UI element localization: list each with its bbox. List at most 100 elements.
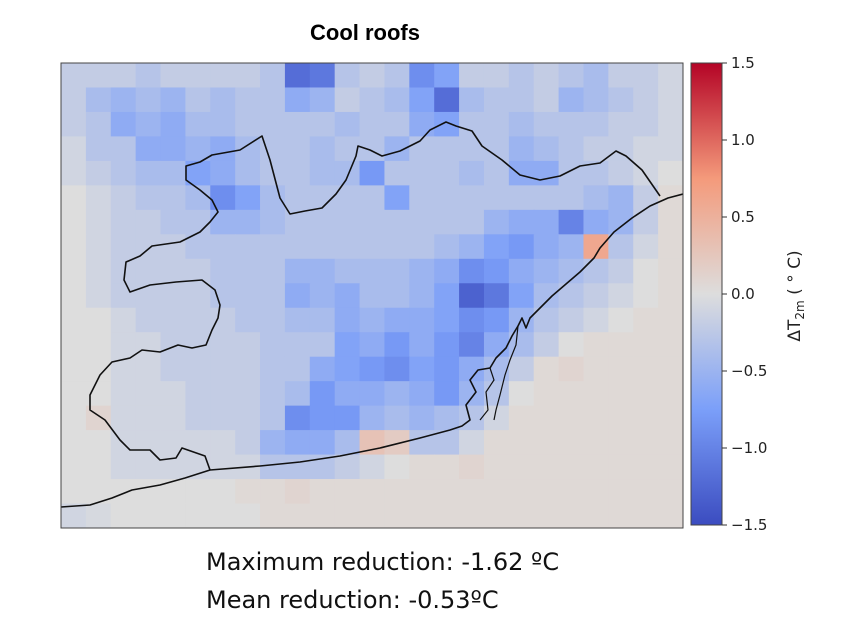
heatmap-cell bbox=[558, 454, 585, 480]
heatmap-cell bbox=[508, 405, 535, 431]
heatmap-cell bbox=[583, 307, 609, 333]
heatmap-cell bbox=[434, 160, 460, 186]
heatmap-cell bbox=[309, 405, 336, 431]
heatmap-cell bbox=[533, 381, 560, 407]
heatmap-cell bbox=[508, 87, 535, 113]
heatmap-cell bbox=[110, 87, 137, 113]
heatmap-cell bbox=[508, 356, 535, 382]
heatmap-cell bbox=[309, 356, 336, 382]
heatmap-cell bbox=[459, 479, 485, 505]
heatmap-cell bbox=[309, 136, 336, 162]
heatmap-cell bbox=[633, 87, 659, 113]
heatmap-cell bbox=[359, 332, 386, 358]
heatmap-cell bbox=[235, 63, 261, 89]
heatmap-cell bbox=[583, 136, 609, 162]
heatmap-cell bbox=[558, 111, 585, 138]
heatmap-cell bbox=[583, 111, 609, 138]
heatmap-cell bbox=[434, 381, 460, 407]
heatmap-cell bbox=[558, 185, 585, 211]
heatmap-cell bbox=[384, 258, 410, 284]
colorbar-tick-label: −1.5 bbox=[731, 516, 767, 534]
heatmap-cell bbox=[110, 185, 137, 211]
colorbar-label: ΔT2m ( ° C) bbox=[785, 250, 807, 341]
heatmap-cell bbox=[160, 111, 186, 138]
heatmap-cell bbox=[110, 503, 137, 528]
heatmap-cell bbox=[633, 209, 659, 235]
heatmap-cell bbox=[110, 381, 137, 407]
heatmap-cell bbox=[235, 381, 261, 407]
heatmap-cell bbox=[533, 307, 560, 333]
heatmap-cell bbox=[135, 356, 162, 382]
heatmap-cell bbox=[235, 503, 261, 528]
heatmap-cell bbox=[608, 185, 634, 211]
heatmap-cell bbox=[384, 356, 410, 382]
heatmap-cell bbox=[483, 87, 510, 113]
heatmap-cell bbox=[85, 332, 112, 358]
colorbar-tick-label: 1.5 bbox=[731, 54, 755, 72]
heatmap-cell bbox=[409, 136, 435, 162]
heatmap-cell bbox=[434, 185, 460, 211]
heatmap-cell bbox=[135, 209, 162, 235]
heatmap-cell bbox=[658, 258, 683, 284]
heatmap-cell bbox=[85, 63, 112, 89]
heatmap-cell bbox=[384, 479, 410, 505]
heatmap-cell bbox=[633, 111, 659, 138]
heatmap-cell bbox=[334, 87, 361, 113]
heatmap-cell bbox=[583, 381, 609, 407]
heatmap-cell bbox=[384, 209, 410, 235]
heatmap-cell bbox=[334, 63, 361, 89]
heatmap-cell bbox=[533, 87, 560, 113]
heatmap-cell bbox=[61, 356, 87, 382]
heatmap-cell bbox=[359, 381, 386, 407]
heatmap-cell bbox=[608, 479, 634, 505]
heatmap-cell bbox=[160, 405, 186, 431]
heatmap-cell bbox=[459, 136, 485, 162]
heatmap-cell bbox=[483, 63, 510, 89]
heatmap-cell bbox=[235, 234, 261, 260]
heatmap-cell bbox=[160, 234, 186, 260]
heatmap-cell bbox=[235, 479, 261, 505]
heatmap-cell bbox=[633, 234, 659, 260]
heatmap-cell bbox=[284, 185, 311, 211]
heatmap-cell bbox=[210, 381, 236, 407]
heatmap-cell bbox=[284, 430, 311, 456]
heatmap-cell bbox=[210, 234, 236, 260]
heatmap-cell bbox=[608, 111, 634, 138]
heatmap-cell bbox=[409, 405, 435, 431]
heatmap-cell bbox=[533, 454, 560, 480]
heatmap-cell bbox=[210, 111, 236, 138]
heatmap-cell bbox=[284, 111, 311, 138]
heatmap-cell bbox=[210, 405, 236, 431]
heatmap-cell bbox=[160, 356, 186, 382]
heatmap-cell bbox=[434, 87, 460, 113]
heatmap-cell bbox=[135, 111, 162, 138]
port-outline bbox=[479, 325, 519, 421]
heatmap-cell bbox=[459, 258, 485, 284]
colorbar bbox=[690, 62, 723, 526]
heatmap-cell bbox=[309, 111, 336, 138]
heatmap-cell bbox=[210, 356, 236, 382]
heatmap-cell bbox=[583, 430, 609, 456]
heatmap-cell bbox=[260, 185, 286, 211]
heatmap-cell bbox=[633, 258, 659, 284]
heatmap-cell bbox=[409, 503, 435, 528]
heatmap-cell bbox=[160, 430, 186, 456]
heatmap-cell bbox=[334, 209, 361, 235]
heatmap-cell bbox=[533, 283, 560, 309]
colorbar-tick-label: −1.0 bbox=[731, 439, 767, 457]
heatmap-cell bbox=[185, 87, 211, 113]
heatmap-cell bbox=[260, 332, 286, 358]
heatmap-cell bbox=[210, 160, 236, 186]
heatmap-cell bbox=[210, 258, 236, 284]
heatmap-cell bbox=[558, 479, 585, 505]
heatmap-cell bbox=[160, 283, 186, 309]
heatmap-cell bbox=[185, 111, 211, 138]
heatmap-cell bbox=[409, 209, 435, 235]
heatmap-cell bbox=[409, 87, 435, 113]
heatmap-cell bbox=[309, 87, 336, 113]
heatmap-cell bbox=[260, 307, 286, 333]
heatmap-cell bbox=[185, 503, 211, 528]
heatmap-cell bbox=[110, 234, 137, 260]
heatmap-cell bbox=[583, 356, 609, 382]
heatmap-cell bbox=[508, 503, 535, 528]
